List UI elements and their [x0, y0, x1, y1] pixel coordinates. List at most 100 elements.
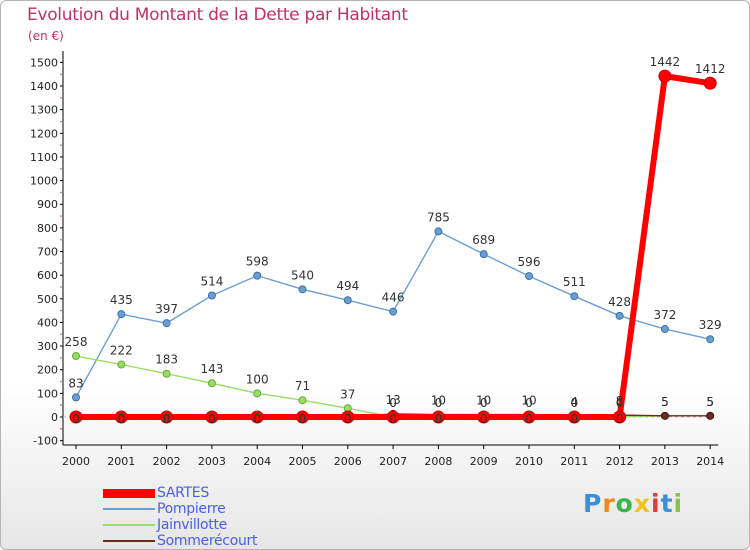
data-label-sartes: 0 [389, 412, 397, 426]
legend-item-jainvillotte[interactable]: Jainvillotte [103, 517, 323, 533]
legend-swatch-sommerecourt [103, 540, 155, 542]
data-label-sommerecourt: 0 [299, 412, 307, 426]
y-tick-label: 1100 [30, 151, 58, 164]
data-point-pompierre [117, 310, 126, 319]
data-point-sartes [160, 410, 174, 424]
data-label-pompierre: 446 [382, 291, 405, 305]
data-label-sartes: 0 [616, 412, 624, 426]
data-point-pompierre [298, 285, 307, 294]
logo-letter: t [660, 489, 674, 518]
legend-label-pompierre: Pompierre [157, 501, 226, 517]
x-tick-label: 2011 [560, 455, 588, 468]
data-label-pompierre: 514 [200, 274, 223, 288]
legend-label-sartes: SARTES [157, 485, 209, 501]
data-point-pompierre [343, 296, 352, 305]
y-minor-dot [60, 428, 62, 430]
data-label-sommerecourt: 5 [661, 395, 669, 409]
data-label-jainvillotte: 0 [389, 396, 397, 410]
data-point-sartes [386, 410, 400, 424]
data-point-sartes [296, 410, 309, 424]
x-tick-label: 2006 [334, 455, 362, 468]
y-minor-dot [60, 238, 62, 241]
data-label-sartes: 0 [208, 412, 216, 426]
data-label-pompierre: 785 [427, 210, 450, 224]
proxiti-logo: Proxiti [583, 489, 683, 518]
data-point-pompierre [660, 325, 669, 334]
data-label-jainvillotte: 222 [110, 344, 133, 358]
data-point-jainvillotte [117, 360, 126, 369]
data-point-sartes [477, 410, 491, 424]
data-point-pompierre [162, 319, 171, 328]
legend-item-pompierre[interactable]: Pompierre [103, 501, 323, 517]
data-label-sartes: 0 [117, 412, 125, 426]
data-point-jainvillotte [162, 369, 171, 378]
data-label-jainvillotte: 71 [295, 379, 310, 393]
data-label-sartes: 0 [253, 412, 261, 426]
y-minor-dot [60, 333, 62, 336]
data-point-sartes [431, 410, 445, 424]
legend-swatch-jainvillotte [103, 524, 155, 526]
data-label-jainvillotte: 37 [340, 387, 355, 401]
data-label-pompierre: 598 [246, 255, 269, 269]
data-label-pompierre: 435 [110, 293, 133, 307]
data-label-jainvillotte: 5 [661, 395, 669, 409]
logo-letter: i [673, 489, 684, 518]
data-label-jainvillotte: 0 [616, 396, 624, 410]
y-minor-dot [60, 380, 62, 383]
data-point-sartes [114, 410, 128, 424]
logo-letter: P [583, 489, 603, 518]
data-point-pompierre [72, 393, 80, 402]
y-tick-label: 1000 [30, 175, 58, 188]
y-minor-dot [60, 404, 62, 406]
data-label-jainvillotte: 0 [435, 396, 443, 410]
data-label-jainvillotte: 143 [200, 362, 223, 376]
data-label-pompierre: 689 [472, 233, 495, 247]
y-tick-label: 0 [51, 411, 58, 424]
data-point-sartes [658, 69, 672, 83]
data-label-pompierre: 372 [653, 308, 676, 322]
y-tick-label: -100 [33, 435, 58, 448]
data-point-sartes [613, 410, 627, 424]
data-label-sommerecourt: 10 [476, 394, 491, 408]
data-label-jainvillotte: 0 [570, 396, 578, 410]
x-tick-label: 2010 [515, 455, 543, 468]
data-label-sartes: 0 [480, 412, 488, 426]
data-point-sartes [341, 410, 355, 424]
data-label-sartes: 1412 [695, 62, 726, 76]
logo-letter: r [602, 489, 616, 518]
x-tick-label: 2012 [606, 455, 634, 468]
legend-item-sommerecourt[interactable]: Sommerécourt [103, 533, 323, 549]
y-tick-label: 900 [37, 198, 58, 211]
x-tick-label: 2003 [198, 455, 226, 468]
data-label-sommerecourt: 13 [385, 393, 400, 407]
data-label-pompierre: 511 [563, 275, 586, 289]
data-label-jainvillotte: 0 [480, 396, 488, 410]
data-label-pompierre: 494 [336, 279, 359, 293]
data-label-sartes: 0 [525, 412, 533, 426]
data-point-sartes [69, 410, 83, 424]
x-tick-label: 2002 [153, 455, 181, 468]
data-label-sommerecourt: 0 [253, 412, 261, 426]
chart-title: Evolution du Montant de la Dette par Hab… [27, 5, 408, 25]
x-tick-label: 2000 [62, 455, 90, 468]
data-point-pompierre [207, 291, 216, 300]
data-point-jainvillotte [253, 389, 262, 398]
x-tick-label: 2009 [470, 455, 498, 468]
data-label-sommerecourt: 0 [117, 412, 125, 426]
y-tick-label: 1200 [30, 127, 58, 140]
data-label-pompierre: 428 [608, 295, 631, 309]
x-tick-label: 2001 [107, 455, 135, 468]
data-point-pompierre [389, 307, 398, 316]
y-minor-dot [60, 120, 62, 123]
legend-label-jainvillotte: Jainvillotte [157, 517, 227, 533]
data-point-pompierre [434, 227, 443, 236]
data-point-sommerecourt [706, 411, 715, 420]
data-label-sommerecourt: 4 [570, 395, 578, 409]
data-label-sartes: 0 [570, 412, 578, 426]
legend-item-sartes[interactable]: SARTES [103, 485, 323, 501]
data-point-pompierre [706, 335, 715, 344]
legend-label-sommerecourt: Sommerécourt [157, 533, 258, 549]
data-label-sommerecourt: 10 [431, 394, 446, 408]
data-label-sartes: 0 [299, 412, 307, 426]
